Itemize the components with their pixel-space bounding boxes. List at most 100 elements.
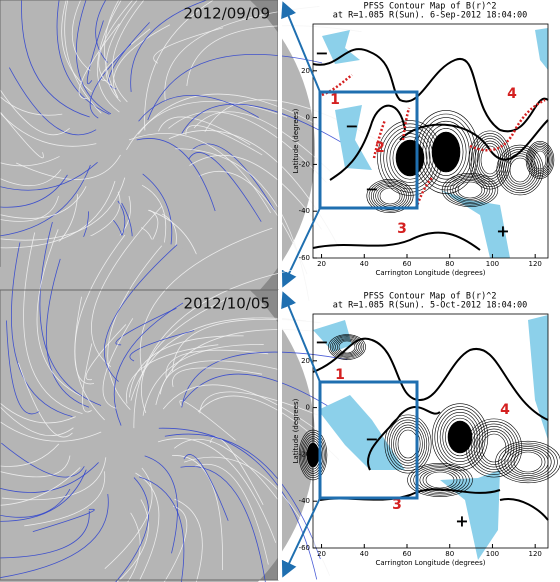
x-tick-label: 120	[528, 550, 541, 558]
field-line	[107, 245, 163, 410]
field-line	[85, 324, 127, 381]
contour	[338, 340, 356, 354]
contour	[474, 138, 506, 182]
contour	[501, 444, 555, 480]
field-line	[0, 406, 74, 437]
x-tick-label: 100	[486, 550, 499, 558]
image-clip-right	[278, 0, 282, 290]
field-line	[172, 455, 223, 571]
field-line	[116, 499, 149, 582]
field-line	[130, 0, 209, 92]
field-line	[181, 351, 348, 408]
pointer-arrow	[281, 497, 321, 578]
contour	[495, 440, 560, 484]
contour	[447, 175, 493, 205]
region-label: 4	[507, 86, 517, 102]
field-line	[193, 111, 338, 179]
contour	[333, 337, 361, 357]
field-line	[147, 53, 323, 121]
field-line	[144, 455, 178, 554]
contour	[444, 174, 496, 206]
field-line	[18, 362, 73, 438]
contour	[528, 144, 552, 176]
field-line	[10, 242, 73, 418]
field-line	[137, 93, 320, 135]
x-tick-label: 20	[317, 550, 326, 558]
field-line	[113, 302, 184, 426]
field-line	[104, 0, 120, 99]
y-tick-label: -20	[299, 160, 310, 168]
x-axis-label: Carrington Longitude (degrees)	[375, 559, 485, 567]
region-label: 3	[397, 221, 407, 237]
field-line	[32, 508, 95, 533]
x-tick-label: 20	[317, 260, 326, 268]
contour	[531, 147, 549, 173]
field-line	[144, 0, 215, 131]
field-line	[174, 498, 203, 582]
contour	[393, 424, 423, 464]
contour	[468, 421, 520, 475]
contour	[425, 471, 455, 489]
field-line	[1, 457, 107, 501]
polarity-sign: −	[315, 44, 328, 63]
y-axis-label: Latitude (degrees)	[292, 398, 300, 463]
field-line	[95, 0, 108, 63]
field-line	[139, 227, 273, 377]
polarity-sign: −	[315, 333, 328, 352]
field-line	[138, 95, 259, 122]
contour	[379, 187, 401, 205]
field-line	[91, 205, 163, 368]
field-line	[189, 154, 322, 230]
x-tick-label: 40	[360, 550, 369, 558]
field-line	[133, 269, 294, 429]
contour	[442, 414, 478, 460]
polarity-sign: −	[345, 117, 358, 136]
x-tick-label: 100	[486, 260, 499, 268]
field-line	[157, 438, 277, 543]
contour	[336, 339, 358, 355]
field-line	[172, 367, 263, 388]
contour	[452, 178, 488, 202]
contour	[525, 140, 555, 180]
field-line	[0, 111, 44, 158]
contour	[331, 336, 363, 358]
field-line	[1, 442, 85, 478]
neutral-line	[499, 498, 549, 521]
region-label: 1	[330, 92, 340, 108]
pointer-arrow	[281, 1, 321, 93]
contour	[419, 117, 473, 187]
field-line	[96, 0, 122, 113]
field-line	[136, 138, 216, 212]
field-line	[168, 130, 340, 248]
field-line	[185, 124, 263, 156]
x-tick-label: 80	[445, 550, 454, 558]
field-line	[142, 344, 264, 416]
strong-flux	[432, 132, 460, 172]
field-line	[0, 162, 98, 191]
field-line	[0, 402, 76, 424]
field-line	[16, 154, 121, 180]
field-line	[174, 438, 279, 500]
field-line	[64, 0, 102, 114]
field-line	[155, 329, 348, 405]
contour	[377, 186, 403, 206]
field-line	[163, 505, 188, 582]
blue-region	[440, 470, 500, 560]
field-line	[199, 391, 318, 416]
field-line	[39, 221, 102, 406]
y-tick-label: -40	[299, 207, 310, 215]
contour	[413, 465, 467, 495]
contour	[391, 422, 425, 466]
field-line	[76, 0, 112, 115]
field-line	[139, 476, 185, 582]
date-label: 2012/09/09	[184, 5, 270, 23]
field-line	[209, 436, 264, 506]
field-line	[0, 510, 90, 559]
y-tick-label: -60	[299, 544, 310, 552]
field-line	[0, 443, 60, 467]
field-line	[141, 297, 229, 414]
blue-region	[335, 105, 372, 170]
contour	[513, 451, 543, 473]
contour	[397, 429, 419, 459]
contour	[532, 149, 548, 171]
